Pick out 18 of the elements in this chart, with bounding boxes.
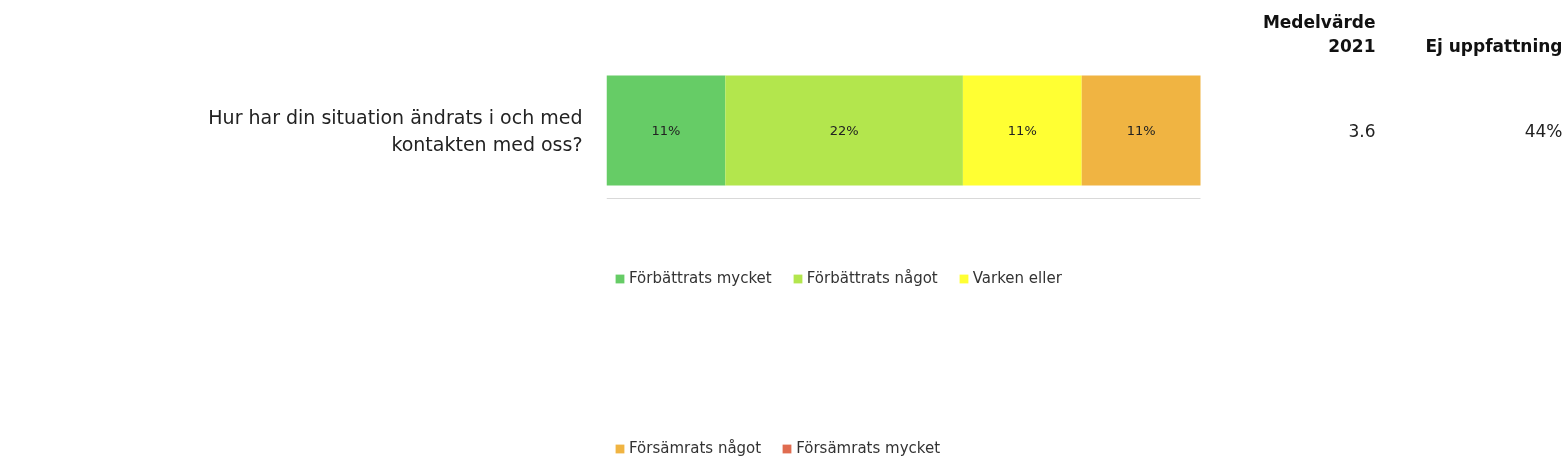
- text: 3.6: [1348, 121, 1376, 141]
- text: 44%: [1524, 120, 1563, 141]
- legend-label: Varken eller: [972, 269, 1062, 287]
- legend-label: Förbättrats mycket: [629, 269, 772, 287]
- legend-label: Förbättrats något: [806, 269, 938, 287]
- legend-label: Försämrats något: [629, 439, 762, 457]
- data-label: 11%: [1007, 123, 1037, 138]
- legend-label: Försämrats mycket: [796, 439, 941, 457]
- bar: [1081, 75, 1201, 186]
- data-label: 11%: [1126, 123, 1156, 138]
- bar: [606, 75, 726, 186]
- data-label: 22%: [829, 123, 859, 138]
- text: Medelvärde 2021: [1262, 11, 1376, 56]
- bar: [962, 75, 1082, 186]
- text: Ej uppfattning: [1425, 35, 1563, 56]
- bar: [725, 75, 963, 186]
- y-tick-label: Hur har din situation ändrats i och med kontakten med oss?: [208, 106, 583, 155]
- data-label: 11%: [651, 123, 681, 138]
